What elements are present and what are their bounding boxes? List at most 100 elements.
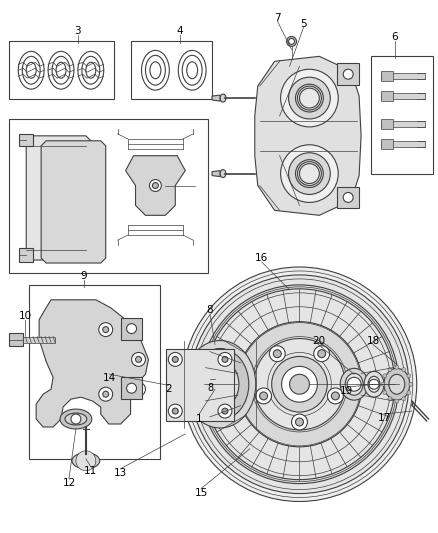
Text: 18: 18: [367, 336, 380, 345]
Ellipse shape: [184, 341, 256, 428]
Text: 15: 15: [194, 488, 208, 498]
Circle shape: [388, 368, 392, 372]
Circle shape: [127, 324, 137, 334]
Bar: [381, 71, 393, 81]
Bar: [381, 93, 425, 99]
Polygon shape: [41, 141, 106, 263]
Circle shape: [383, 374, 387, 378]
Text: 16: 16: [255, 253, 268, 263]
Circle shape: [200, 285, 399, 483]
Text: 14: 14: [103, 373, 117, 383]
Circle shape: [152, 182, 159, 189]
Circle shape: [328, 388, 343, 404]
Text: 17: 17: [377, 413, 391, 423]
Text: 4: 4: [177, 27, 184, 36]
Circle shape: [407, 374, 411, 378]
Text: 3: 3: [74, 27, 81, 36]
Circle shape: [135, 386, 141, 392]
Circle shape: [292, 414, 307, 430]
Bar: [381, 119, 393, 129]
Ellipse shape: [56, 62, 66, 78]
Bar: [120, 377, 142, 399]
Circle shape: [343, 192, 353, 203]
Circle shape: [218, 404, 232, 418]
Ellipse shape: [289, 77, 330, 119]
Bar: [120, 318, 142, 340]
Ellipse shape: [297, 161, 321, 185]
Ellipse shape: [26, 62, 36, 78]
Circle shape: [99, 387, 113, 401]
Ellipse shape: [220, 94, 226, 102]
Circle shape: [172, 357, 178, 362]
Circle shape: [135, 357, 141, 362]
Ellipse shape: [201, 360, 239, 408]
Bar: [337, 187, 359, 208]
Bar: [337, 63, 359, 85]
Bar: [131, 42, 212, 99]
Ellipse shape: [389, 374, 405, 394]
Circle shape: [254, 338, 345, 430]
Bar: [9, 119, 208, 273]
Circle shape: [182, 267, 417, 502]
Text: 7: 7: [274, 13, 281, 22]
Ellipse shape: [297, 86, 321, 110]
Circle shape: [343, 69, 353, 79]
Ellipse shape: [340, 368, 368, 400]
Text: 8: 8: [207, 383, 213, 393]
Ellipse shape: [72, 453, 100, 469]
Ellipse shape: [286, 36, 297, 46]
Circle shape: [168, 404, 182, 418]
Circle shape: [260, 392, 268, 400]
Circle shape: [290, 374, 309, 394]
Ellipse shape: [215, 378, 225, 390]
Polygon shape: [255, 56, 361, 215]
Bar: [381, 139, 393, 149]
Polygon shape: [19, 248, 33, 262]
Circle shape: [402, 368, 406, 372]
Circle shape: [222, 357, 228, 362]
Ellipse shape: [281, 69, 338, 127]
Ellipse shape: [191, 349, 249, 420]
Polygon shape: [212, 95, 220, 101]
Circle shape: [218, 352, 232, 366]
Bar: [29, 285, 160, 459]
Ellipse shape: [209, 370, 231, 398]
Bar: [381, 121, 425, 127]
Text: 5: 5: [300, 19, 307, 29]
Bar: [9, 333, 23, 346]
Polygon shape: [19, 134, 33, 146]
Ellipse shape: [60, 409, 92, 429]
Text: 8: 8: [207, 305, 213, 314]
Text: 6: 6: [392, 33, 398, 43]
Circle shape: [149, 180, 161, 191]
Text: 11: 11: [84, 466, 97, 475]
Text: 2: 2: [165, 384, 172, 394]
Circle shape: [395, 365, 399, 369]
Polygon shape: [26, 136, 91, 260]
Ellipse shape: [65, 413, 87, 425]
Circle shape: [103, 391, 109, 397]
Polygon shape: [126, 156, 185, 215]
Bar: [381, 91, 393, 101]
Text: 20: 20: [312, 336, 325, 345]
Circle shape: [222, 408, 228, 414]
Ellipse shape: [289, 153, 330, 195]
Circle shape: [383, 391, 387, 394]
Circle shape: [296, 418, 304, 426]
Bar: [381, 141, 425, 147]
Ellipse shape: [384, 368, 410, 400]
Circle shape: [127, 383, 137, 393]
Circle shape: [76, 451, 96, 471]
Circle shape: [269, 346, 285, 362]
Text: 12: 12: [62, 478, 76, 488]
Circle shape: [99, 322, 113, 336]
Circle shape: [402, 397, 406, 401]
Circle shape: [332, 392, 339, 400]
Bar: [23, 336, 55, 343]
Bar: [371, 56, 433, 174]
Circle shape: [289, 38, 294, 44]
Circle shape: [388, 397, 392, 401]
Circle shape: [237, 321, 362, 447]
Circle shape: [131, 352, 145, 366]
Circle shape: [273, 350, 281, 358]
